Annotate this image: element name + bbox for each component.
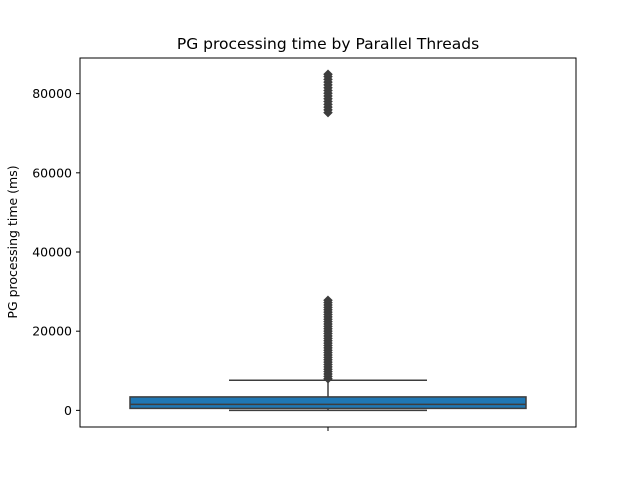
y-tick-label: 20000 — [32, 324, 72, 339]
iqr-box — [129, 396, 527, 410]
y-axis-label: PG processing time (ms) — [5, 165, 20, 318]
plot-area — [129, 69, 527, 412]
y-tick-label: 60000 — [32, 165, 72, 180]
chart-title: PG processing time by Parallel Threads — [177, 35, 479, 53]
outlier-point — [323, 69, 333, 79]
y-tick-label: 40000 — [32, 245, 72, 260]
y-tick-label: 0 — [64, 403, 72, 418]
axes: 0 20000 40000 60000 80000 — [32, 86, 329, 431]
y-tick-label: 80000 — [32, 86, 72, 101]
outlier-point — [323, 295, 333, 306]
